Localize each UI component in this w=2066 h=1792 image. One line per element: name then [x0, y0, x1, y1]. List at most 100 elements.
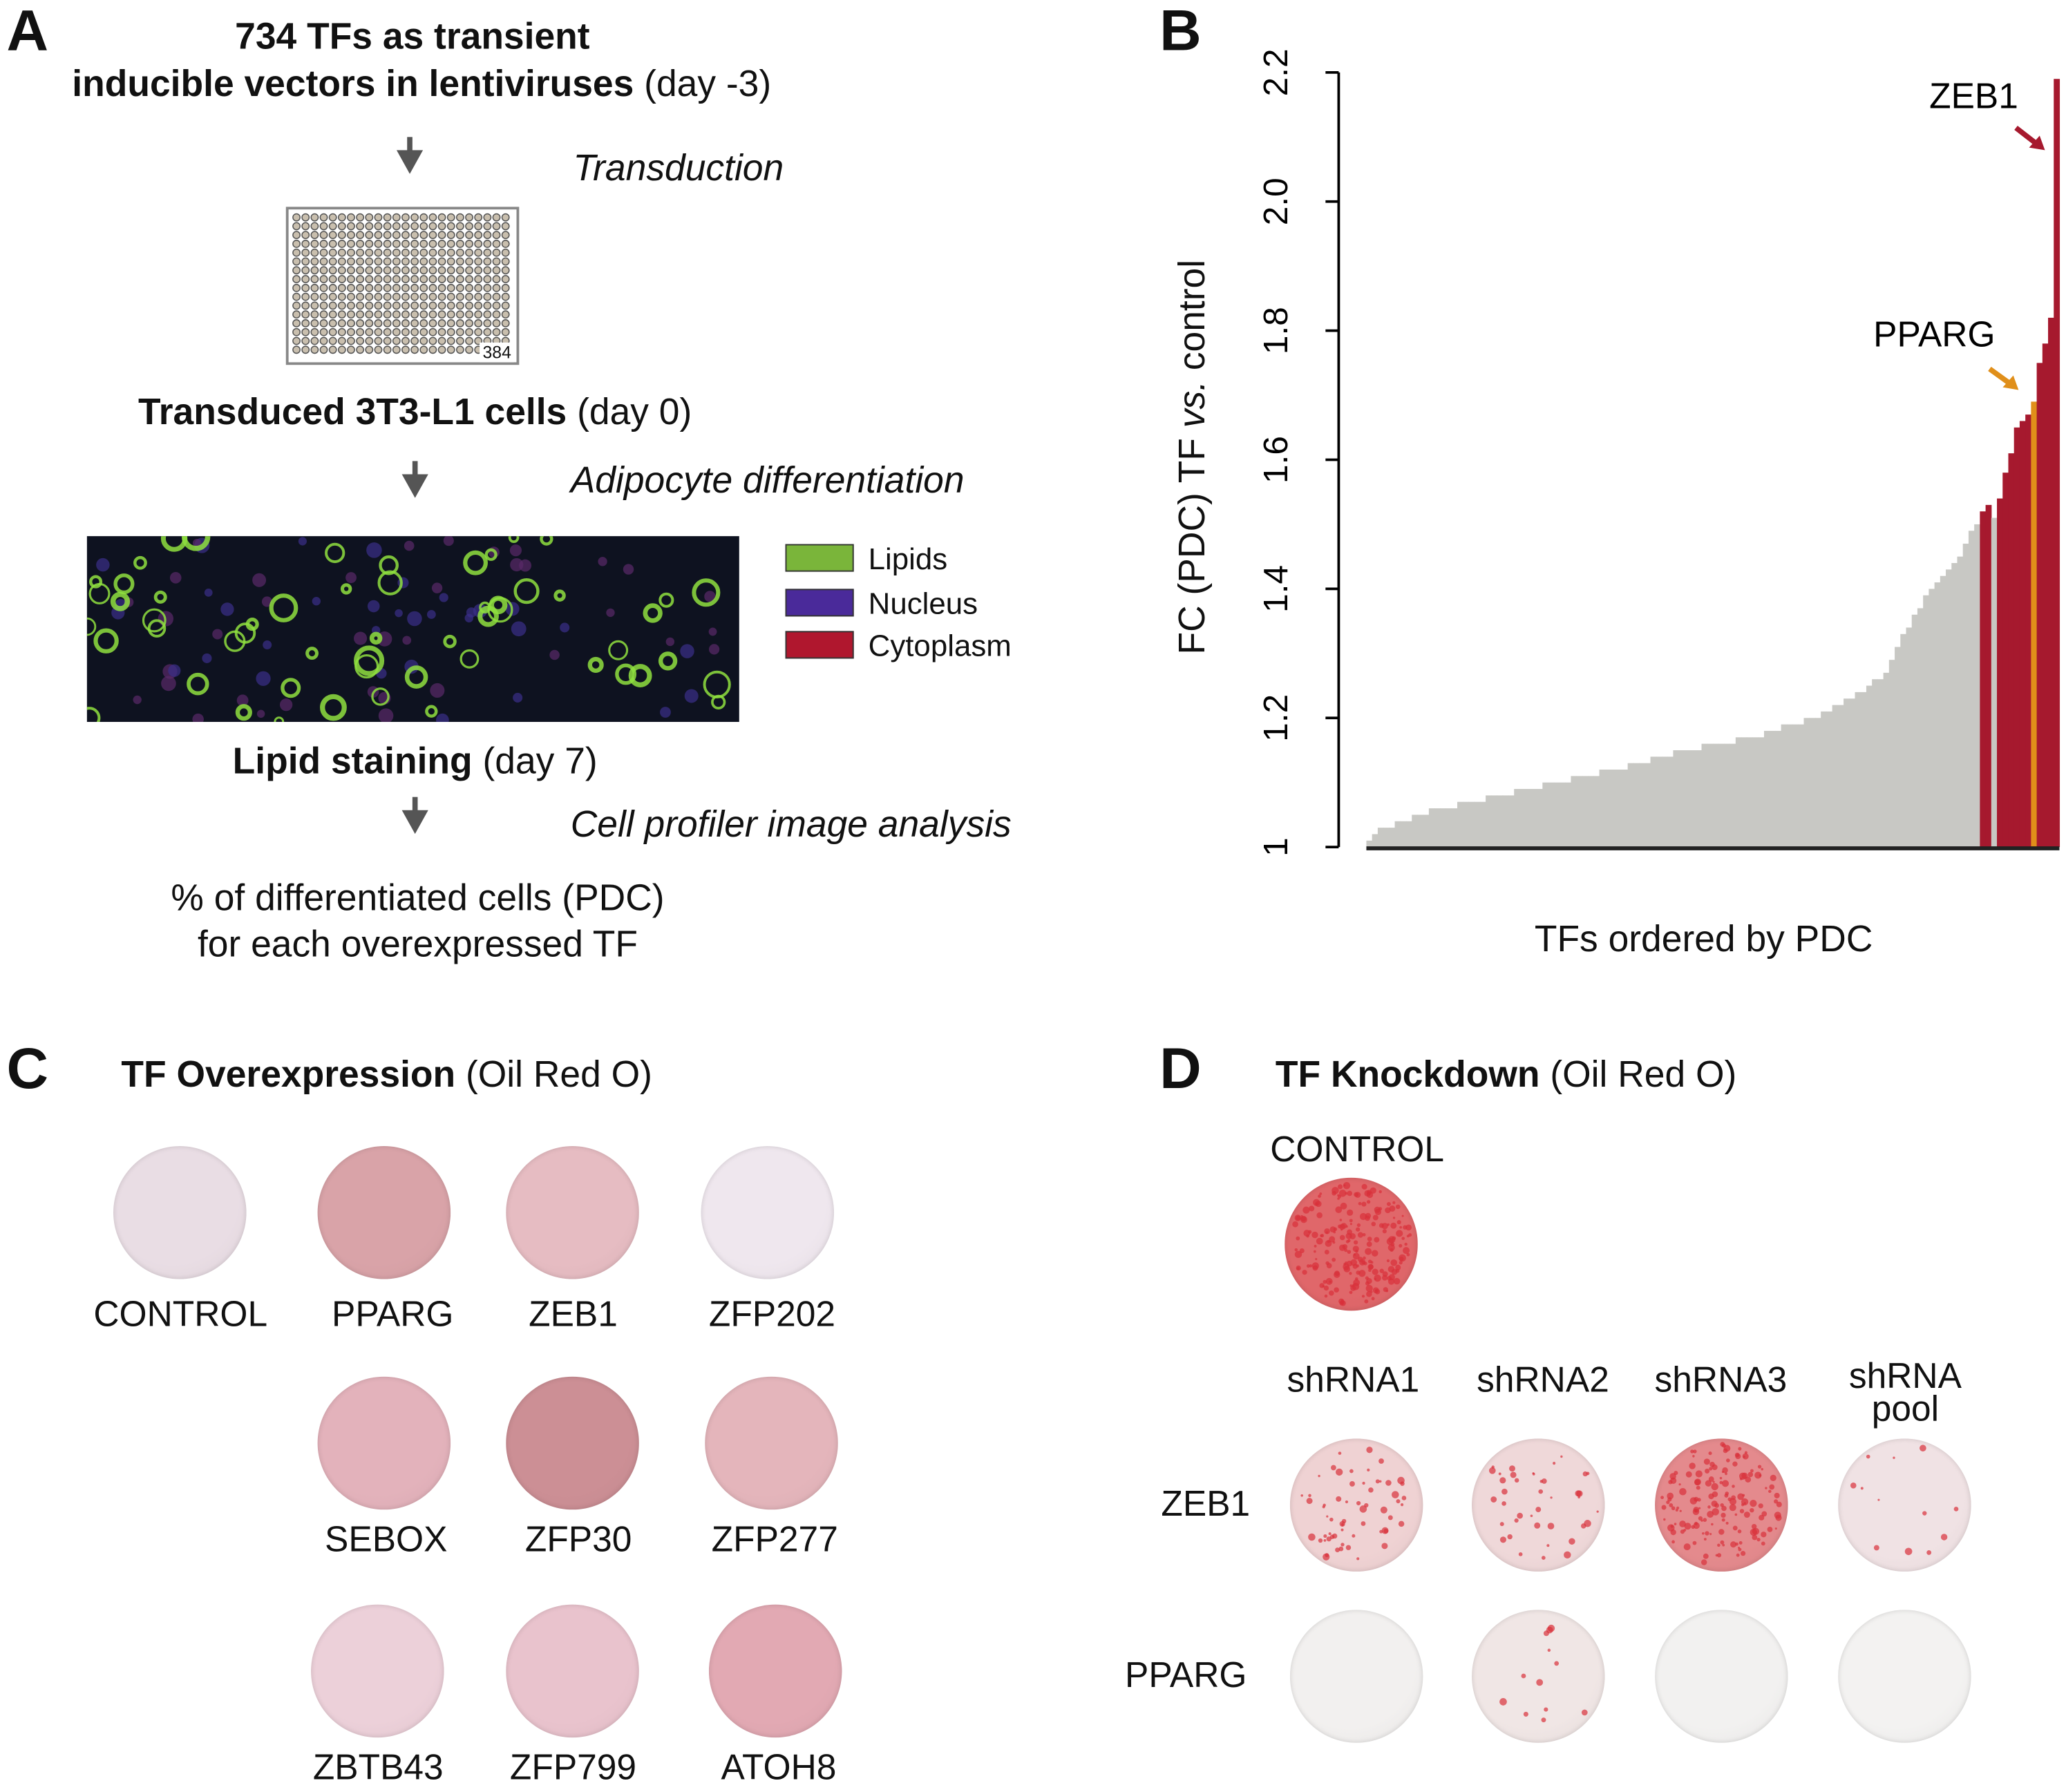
- stain-speck: [1314, 1202, 1318, 1206]
- bar: [1940, 575, 1946, 848]
- stain-speck: [1311, 1262, 1319, 1270]
- plate-well: [374, 310, 383, 319]
- plate-well: [374, 283, 383, 292]
- bar: [1872, 679, 1878, 848]
- plate-well: [392, 248, 401, 257]
- stain-speck: [1750, 1528, 1758, 1536]
- plate-well: [301, 283, 310, 292]
- plate-well: [410, 257, 419, 266]
- nucleus: [366, 542, 382, 558]
- stain-speck: [1703, 1518, 1707, 1522]
- plate-well: [455, 319, 464, 327]
- plate-well: [501, 319, 510, 327]
- plate-well: [437, 319, 446, 327]
- plate-well: [310, 301, 319, 310]
- stain-speck: [1737, 1529, 1742, 1534]
- plate-well: [301, 345, 310, 354]
- stain-speck: [1738, 1546, 1741, 1549]
- stain-speck: [1661, 1505, 1667, 1510]
- stain-speck: [1371, 1250, 1378, 1257]
- plate-well: [492, 292, 501, 301]
- plate-well: [483, 240, 492, 248]
- stain-speck: [1338, 1451, 1342, 1455]
- nucleus: [252, 573, 267, 587]
- bar: [1837, 705, 1844, 848]
- plate-well: [428, 319, 437, 327]
- plate-well: [446, 327, 455, 336]
- column-header-shrna2: shRNA2: [1477, 1360, 1609, 1400]
- stain-speck: [1750, 1469, 1754, 1473]
- stain-speck: [1741, 1472, 1748, 1479]
- dish-label: ZFP277: [711, 1519, 838, 1559]
- stain-speck: [1702, 1532, 1705, 1535]
- y-axis-label: FC (PDC) TF vs. control: [1171, 260, 1212, 655]
- bar: [1377, 828, 1384, 848]
- bar: [1917, 608, 1924, 848]
- stain-speck: [1334, 1287, 1339, 1293]
- stain-speck: [1920, 1445, 1926, 1452]
- plate-well: [301, 231, 310, 240]
- plate-well: [492, 240, 501, 248]
- plate-well: [365, 310, 374, 319]
- plate-well: [356, 240, 365, 248]
- stain-speck: [1730, 1541, 1737, 1548]
- plate-well: [455, 345, 464, 354]
- plate-well: [492, 248, 501, 257]
- stain-speck: [1546, 1544, 1550, 1547]
- lipid-droplet: [711, 694, 726, 709]
- plate-well: [374, 231, 383, 240]
- nucleus: [256, 671, 271, 686]
- stain-speck: [1354, 1192, 1358, 1197]
- bar: [1951, 563, 1958, 848]
- lipid-droplet: [459, 649, 480, 669]
- stain-speck: [1347, 1229, 1353, 1235]
- plate-well: [410, 283, 419, 292]
- stain-speck: [1331, 1190, 1336, 1196]
- plate-well: [383, 327, 392, 336]
- plate-well: [365, 231, 374, 240]
- plate-well: [365, 213, 374, 222]
- bar: [1849, 698, 1856, 848]
- control-dish: [1285, 1177, 1418, 1311]
- plate-well: [437, 231, 446, 240]
- bar: [1701, 743, 1708, 848]
- plate-well: [419, 222, 428, 231]
- plate-well: [492, 231, 501, 240]
- stain-speck: [1695, 1470, 1703, 1478]
- bar: [1712, 743, 1719, 848]
- stain-speck: [1375, 1479, 1380, 1484]
- plate-well: [410, 222, 419, 231]
- plate-well: [455, 301, 464, 310]
- stain-speck: [1358, 1201, 1362, 1205]
- plate-well: [474, 231, 483, 240]
- bar: [1588, 776, 1594, 848]
- title-line2-normal: (day -3): [634, 63, 772, 104]
- plate-well: [446, 319, 455, 327]
- plate-well: [465, 213, 473, 222]
- y-tick-label: 1.8: [1256, 307, 1295, 354]
- stain-speck: [1669, 1473, 1676, 1480]
- stain-speck: [1338, 1546, 1344, 1552]
- plate-well: [337, 231, 346, 240]
- plate-well: [292, 310, 301, 319]
- nucleus: [511, 621, 527, 637]
- lipid-droplet: [142, 608, 167, 633]
- plate-well: [319, 213, 328, 222]
- plate-well: [347, 292, 355, 301]
- plate-well: [401, 213, 410, 222]
- stain-speck: [1316, 1237, 1323, 1245]
- plate-well: [301, 301, 310, 310]
- stain-speck: [1356, 1264, 1360, 1268]
- bar: [1763, 730, 1770, 848]
- stain-speck: [1390, 1242, 1395, 1247]
- plate-well: [410, 248, 419, 257]
- stain-speck: [1761, 1532, 1767, 1538]
- plate-well: [437, 301, 446, 310]
- dish-sebox: [317, 1376, 451, 1510]
- plate-well: [356, 310, 365, 319]
- stain-speck: [1547, 1624, 1555, 1632]
- plate-well: [292, 248, 301, 257]
- plate-well: [501, 310, 510, 319]
- bar: [1962, 543, 1969, 848]
- stain-speck: [1693, 1507, 1700, 1513]
